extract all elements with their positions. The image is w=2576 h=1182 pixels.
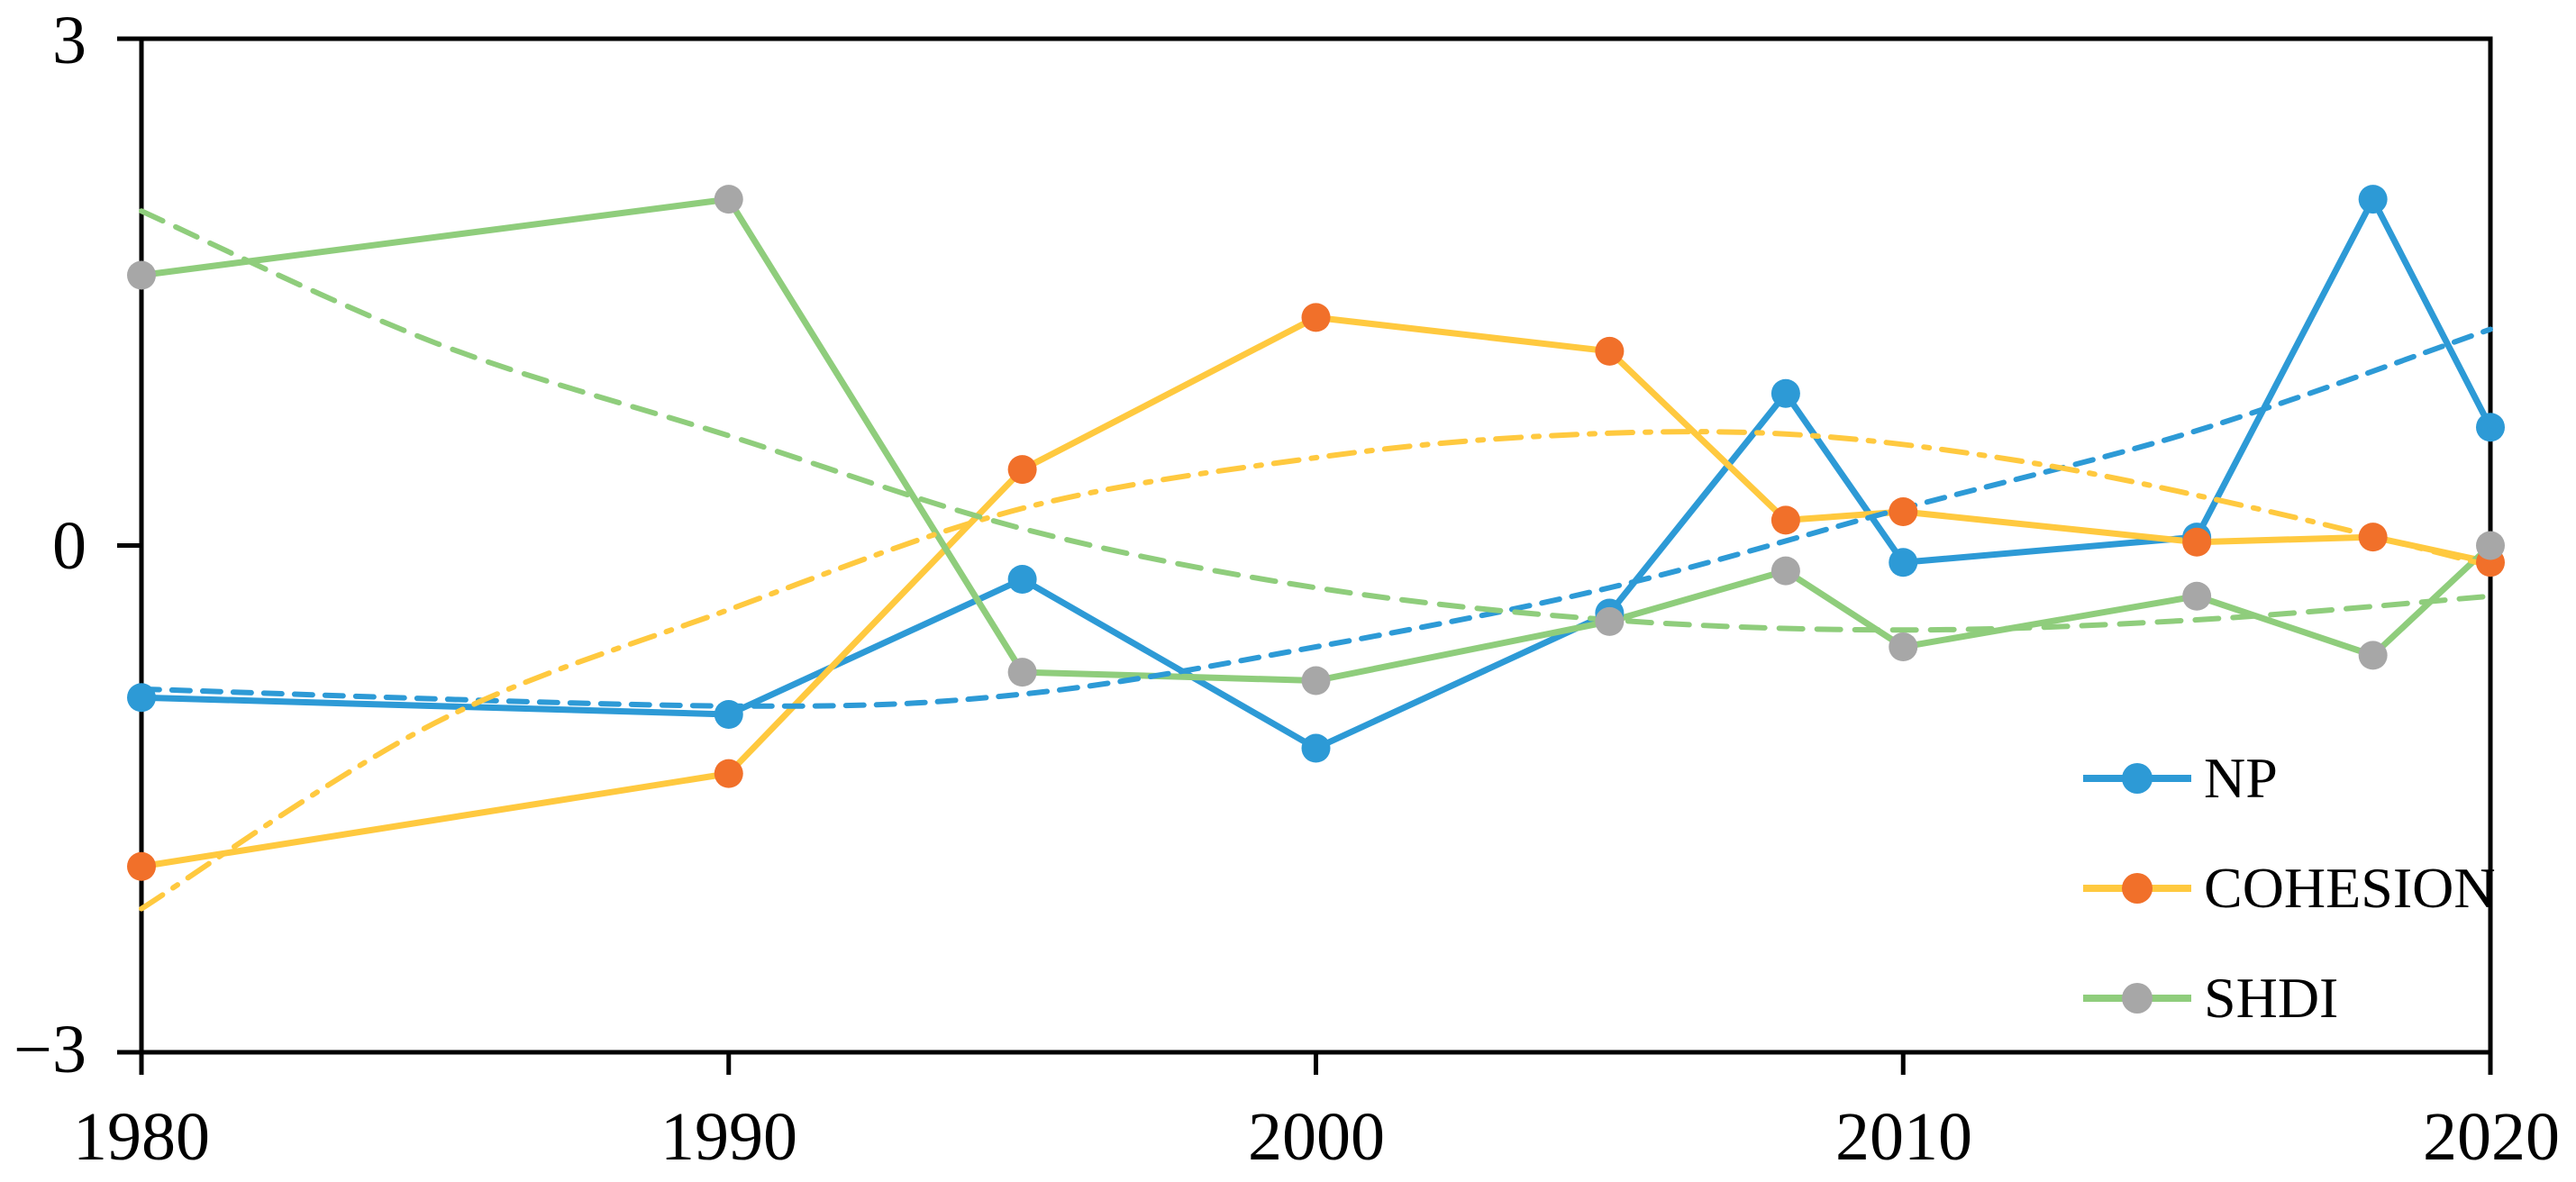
shdi-legend-swatch-icon (2083, 983, 2191, 1014)
np-marker-1990 (714, 700, 743, 729)
np-marker-2020 (2476, 413, 2505, 442)
x-axis-tick-label-2020: 2020 (2423, 1099, 2560, 1175)
np-marker-1980 (127, 683, 156, 713)
np-trendline (139, 326, 2493, 709)
x-axis-tick-label-1990: 1990 (660, 1099, 797, 1175)
cohesion-trendline (139, 429, 2493, 912)
shdi-marker-2010 (1889, 632, 1918, 661)
x-axis-tick-label-2000: 2000 (1248, 1099, 1385, 1175)
legend-item-cohesion: COHESION (2081, 856, 2496, 920)
legend-label-cohesion: COHESION (2204, 856, 2496, 920)
np-marker-2018 (2358, 185, 2388, 214)
cohesion-marker-2005 (1595, 336, 1625, 366)
np-marker-2008 (1770, 378, 1800, 408)
cohesion-marker-2015 (2182, 527, 2212, 557)
cohesion-marker-2000 (1301, 303, 1331, 332)
shdi-marker-1980 (127, 260, 156, 290)
cohesion-marker-1990 (714, 759, 743, 788)
shdi-trendline (139, 208, 2493, 633)
y-axis-tick-label-neg3: −3 (14, 1012, 86, 1087)
shdi-marker-2008 (1770, 556, 1800, 586)
legend-item-shdi: SHDI (2081, 966, 2496, 1030)
legend-label-np: NP (2204, 746, 2278, 810)
legend-label-shdi: SHDI (2204, 966, 2339, 1030)
y-axis-tick-label-0: 0 (52, 508, 86, 584)
shdi-marker-2018 (2358, 641, 2388, 670)
np-marker-1995 (1007, 565, 1037, 594)
cohesion-marker-1995 (1007, 455, 1037, 485)
cohesion-legend-swatch-icon (2083, 873, 2191, 904)
np-marker-2010 (1889, 548, 1918, 577)
cohesion-marker-1980 (127, 851, 156, 881)
x-axis-tick-label-2010: 2010 (1835, 1099, 1972, 1175)
cohesion-marker-2010 (1889, 497, 1918, 526)
np-marker-2000 (1301, 733, 1331, 763)
np-line (138, 195, 2494, 751)
shdi-marker-1995 (1007, 658, 1037, 687)
legend-item-np: NP (2081, 746, 2496, 810)
np-legend-swatch-icon (2083, 763, 2191, 794)
cohesion-line (138, 314, 2494, 870)
shdi-marker-2015 (2182, 581, 2212, 611)
shdi-marker-2005 (1595, 606, 1625, 636)
shdi-marker-1990 (714, 185, 743, 214)
x-axis-tick-label-1980: 1980 (73, 1099, 210, 1175)
y-axis-tick-label-3: 3 (52, 3, 86, 78)
shdi-line (138, 195, 2494, 684)
legend: NP COHESION SHDI (2081, 746, 2496, 1030)
shdi-marker-2020 (2476, 531, 2505, 560)
cohesion-marker-2018 (2358, 523, 2388, 552)
cohesion-marker-2008 (1770, 505, 1800, 535)
shdi-marker-2000 (1301, 666, 1331, 696)
